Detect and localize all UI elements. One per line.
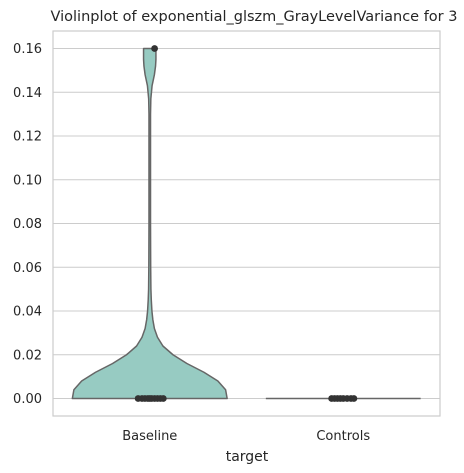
x-tick-label: Baseline: [122, 429, 177, 444]
y-tick-labels: 0.00 0.02 0.04 0.06 0.08 0.10 0.12 0.14 0.16: [13, 42, 42, 407]
data-point: [151, 45, 158, 52]
violin-body: [71, 47, 228, 400]
y-tick-label: 0.02: [13, 348, 42, 363]
plot-frame: [52, 30, 441, 417]
y-tick-label: 0.10: [13, 173, 42, 188]
data-point: [159, 395, 167, 402]
strip-points: [134, 45, 358, 402]
chart-title: Violinplot of exponential_glszm_GrayLeve…: [51, 9, 458, 25]
gridlines: [53, 48, 440, 399]
y-tick-label: 0.12: [13, 130, 42, 145]
y-tick-label: 0.16: [13, 42, 42, 57]
y-tick-label: 0.00: [13, 392, 42, 407]
x-tick-labels: Baseline Controls: [122, 429, 370, 444]
x-axis-title: target: [226, 449, 269, 465]
y-tick-label: 0.06: [13, 261, 42, 276]
y-tick-label: 0.14: [13, 86, 42, 101]
y-tick-label: 0.08: [13, 217, 42, 232]
data-point: [350, 395, 358, 402]
y-tick-label: 0.04: [13, 305, 42, 320]
x-tick-label: Controls: [316, 429, 370, 444]
